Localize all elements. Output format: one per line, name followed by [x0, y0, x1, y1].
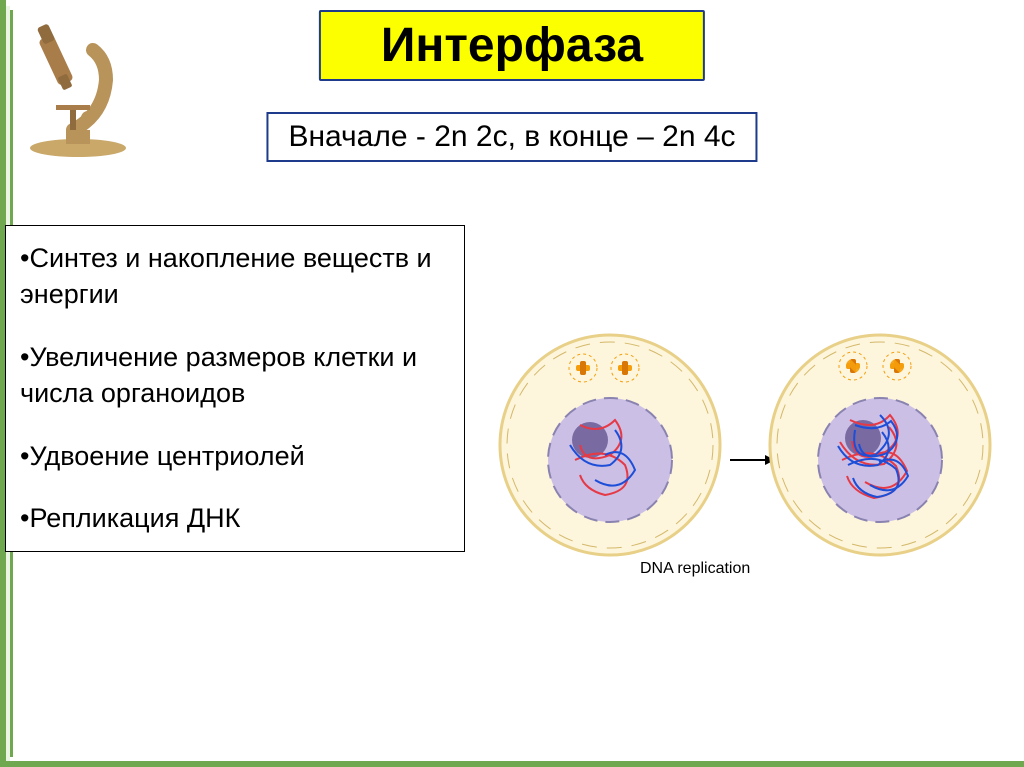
bullet-3: •Удвоение центриолей — [20, 438, 450, 474]
subtitle-text: Вначале - 2n 2c, в конце – 2n 4c — [288, 120, 735, 153]
page-title: Интерфаза — [381, 19, 643, 72]
arrow-icon — [730, 455, 775, 465]
subtitle-box: Вначале - 2n 2c, в конце – 2n 4c — [266, 112, 757, 162]
bullet-2-text: Увеличение размеров клетки и числа орган… — [20, 342, 417, 408]
cell-after — [770, 335, 990, 555]
bullet-2: •Увеличение размеров клетки и числа орга… — [20, 339, 450, 412]
text-block: •Синтез и накопление веществ и энергии •… — [5, 225, 465, 552]
cell-before — [500, 335, 720, 555]
bullet-1: •Синтез и накопление веществ и энергии — [20, 240, 450, 313]
diagram-caption: DNA replication — [640, 560, 750, 578]
bullet-1-text: Синтез и накопление веществ и энергии — [20, 243, 432, 309]
bullet-3-text: Удвоение центриолей — [29, 441, 304, 471]
title-box: Интерфаза — [319, 10, 705, 81]
bullet-4: •Репликация ДНК — [20, 500, 450, 536]
bullet-4-text: Репликация ДНК — [29, 503, 240, 533]
microscope-icon — [18, 20, 138, 160]
